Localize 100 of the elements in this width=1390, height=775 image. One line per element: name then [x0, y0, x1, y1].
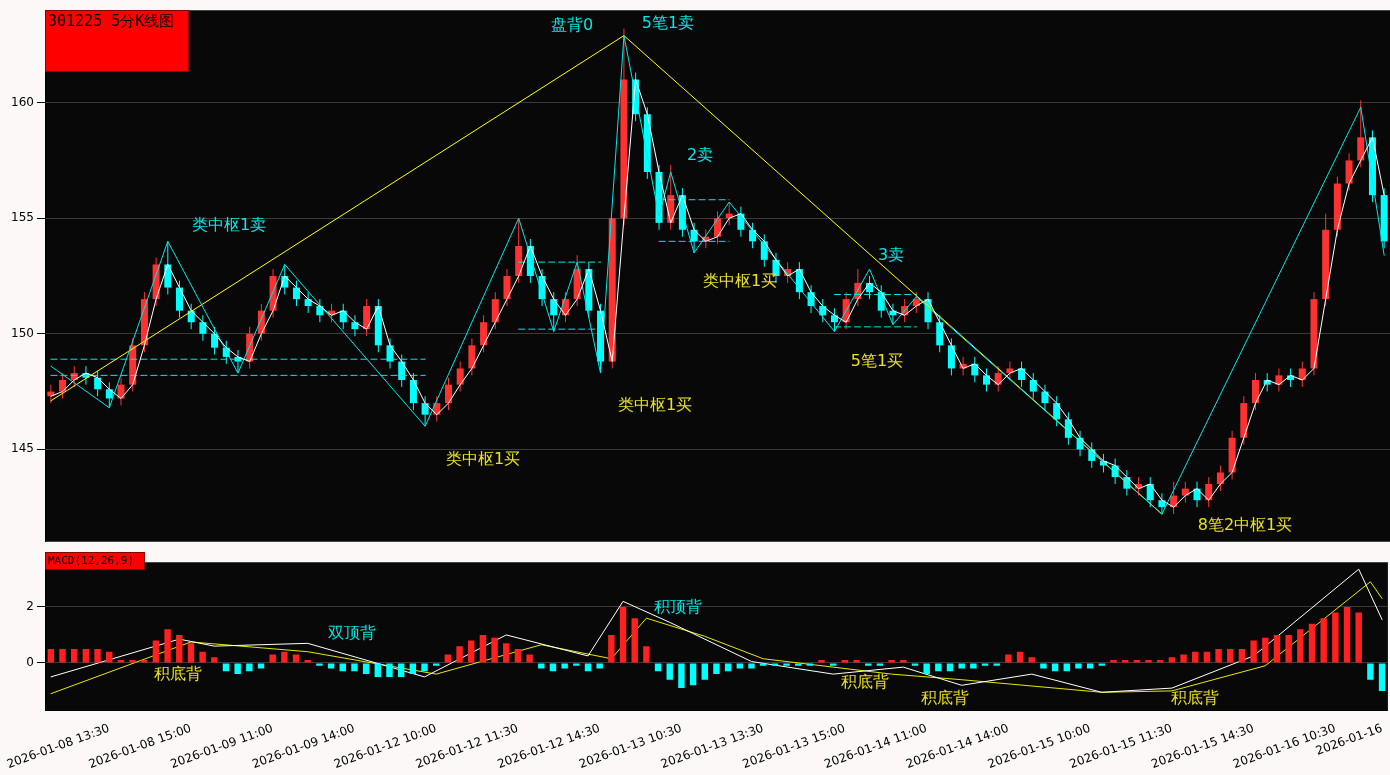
bar — [958, 663, 965, 669]
candlestick — [1006, 361, 1014, 381]
bar — [234, 663, 241, 675]
candlestick — [211, 326, 219, 356]
bar — [689, 663, 697, 686]
bar — [1145, 660, 1152, 663]
y-tick-label: 2 — [26, 599, 34, 614]
bar — [608, 634, 615, 663]
annotation: 类中枢1卖 — [191, 215, 267, 235]
bar — [409, 663, 417, 675]
bar — [491, 637, 498, 663]
bar — [199, 651, 206, 663]
candlestick — [1298, 361, 1306, 388]
bar — [946, 663, 954, 672]
bar — [1040, 663, 1047, 669]
bar — [257, 663, 265, 669]
bar — [888, 660, 895, 663]
bar — [993, 663, 1000, 666]
bar — [362, 663, 370, 675]
y-tick-label: 0 — [26, 655, 34, 670]
annotation: 积底背 — [154, 664, 202, 684]
bar — [1227, 648, 1234, 663]
bar — [351, 663, 358, 672]
annotation: 8笔2中枢1买 — [1197, 515, 1293, 535]
bar — [246, 663, 253, 672]
candlestick — [1029, 372, 1037, 399]
bar — [1075, 663, 1082, 669]
bar — [631, 618, 638, 663]
bar — [1028, 657, 1035, 663]
candlestick — [444, 377, 453, 411]
bar — [911, 663, 919, 666]
bar — [397, 663, 405, 677]
bar — [503, 643, 510, 663]
bar — [806, 663, 814, 666]
bar — [1273, 634, 1281, 663]
y-tick-label: 160 — [11, 94, 34, 109]
annotation: 积底背 — [1171, 688, 1219, 708]
bar — [1367, 663, 1374, 680]
bar — [818, 660, 825, 663]
bar — [1355, 612, 1362, 663]
bar — [187, 643, 195, 663]
bar — [794, 663, 802, 666]
annotation: 双顶背 — [328, 623, 376, 643]
annotation: 5笔1买 — [850, 351, 904, 371]
bar — [830, 663, 837, 666]
bar — [1320, 618, 1327, 663]
annotation: 5笔1卖 — [641, 13, 695, 33]
bar — [561, 663, 568, 669]
y-tick-label: 155 — [11, 210, 34, 225]
bar — [1343, 606, 1351, 663]
bar — [164, 629, 171, 663]
bar — [281, 651, 288, 663]
bar — [479, 634, 487, 663]
candlestick — [409, 372, 417, 411]
bar — [981, 663, 989, 666]
candlestick — [1251, 372, 1260, 411]
candlestick — [363, 298, 371, 337]
annotation: 类中枢1买 — [617, 395, 693, 415]
bar — [1332, 612, 1339, 663]
candlestick — [947, 337, 955, 376]
bar — [1378, 663, 1386, 691]
annotation: 积顶背 — [654, 597, 702, 617]
y-tick-label: 150 — [11, 325, 34, 340]
bar — [573, 663, 580, 666]
bar — [1250, 640, 1257, 663]
bar — [771, 663, 779, 666]
bar — [1086, 663, 1094, 669]
bar — [853, 660, 860, 663]
bar — [421, 663, 428, 672]
bar — [47, 648, 55, 663]
bar — [876, 663, 884, 666]
bar — [94, 648, 101, 663]
bar — [129, 660, 136, 663]
candlestick — [468, 337, 476, 376]
annotation: 类中枢1买 — [702, 271, 778, 291]
bar — [70, 648, 78, 663]
candlestick — [982, 367, 991, 393]
annotation: 类中枢1买 — [445, 449, 521, 469]
candlestick — [1275, 367, 1283, 393]
bar — [432, 663, 440, 666]
candlestick — [1345, 153, 1353, 191]
bar — [316, 663, 323, 666]
bar — [222, 663, 230, 672]
annotation: 积底背 — [841, 672, 889, 692]
candlestick — [59, 372, 67, 399]
annotation: 积底背 — [921, 688, 969, 708]
bar — [970, 663, 977, 669]
bar — [643, 646, 650, 663]
bar — [526, 654, 533, 663]
annotation: 3卖 — [877, 245, 905, 265]
bar — [1098, 663, 1106, 666]
candlestick — [386, 337, 394, 369]
bar — [900, 660, 907, 663]
candlestick — [1216, 465, 1224, 492]
bar — [1005, 654, 1012, 663]
bar — [759, 663, 767, 666]
bar — [584, 663, 592, 672]
bar — [654, 663, 662, 672]
bar — [514, 648, 522, 663]
bar — [1215, 648, 1222, 663]
